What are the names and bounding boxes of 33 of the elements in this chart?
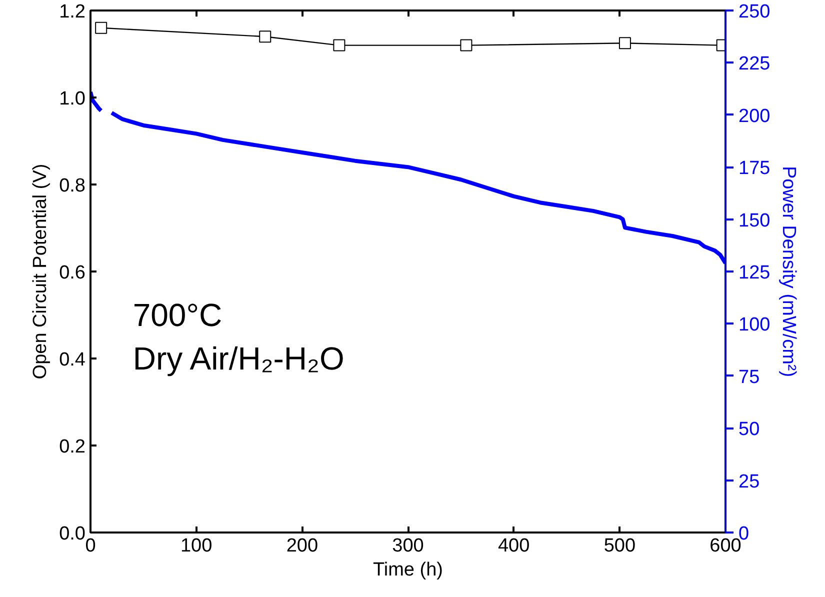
y2-tick-label: 25 [738, 471, 760, 492]
y2-tick-label: 250 [738, 2, 770, 22]
y-tick-label: 0.6 [59, 262, 86, 284]
y2-tick-label: 200 [738, 106, 770, 127]
x-tick-label: 0 [85, 536, 96, 556]
y2-axis-title: Power Density (mW/cm²) [778, 166, 800, 378]
point [259, 30, 272, 43]
annotation: Dry Air/H₂-H₂O [132, 340, 344, 376]
y-tick-label: 1.2 [59, 2, 86, 22]
y-tick-label: 1.0 [59, 88, 86, 110]
point [333, 39, 346, 52]
x-tick-label: 200 [286, 536, 318, 556]
x-tick-label: 300 [392, 536, 424, 556]
y-tick-label: 0.8 [59, 176, 86, 196]
y2-tick-label: 100 [738, 314, 770, 336]
y2-tick-label: 50 [738, 419, 760, 440]
y2-tick-label: 75 [738, 366, 760, 388]
point [460, 39, 472, 52]
x-tick-label: 500 [604, 536, 636, 556]
x-axis-title: Time (h) [372, 560, 444, 580]
y-tick-label: 0.4 [59, 350, 86, 370]
y2-tick-label: 175 [738, 158, 770, 180]
y-tick-label: 0.0 [59, 524, 86, 544]
y2-tick-label: 125 [738, 262, 770, 284]
x-tick-label: 400 [498, 536, 530, 556]
y-tick-label: 0.2 [59, 436, 86, 458]
point [95, 22, 108, 34]
annotation: 700°C [132, 297, 222, 333]
y2-tick-label: 150 [738, 210, 770, 232]
point [618, 37, 631, 50]
y2-tick-label: 225 [738, 54, 770, 75]
y-axis-title: Open Circuit Potential (V) [30, 164, 52, 380]
x-tick-label: 100 [180, 536, 212, 556]
